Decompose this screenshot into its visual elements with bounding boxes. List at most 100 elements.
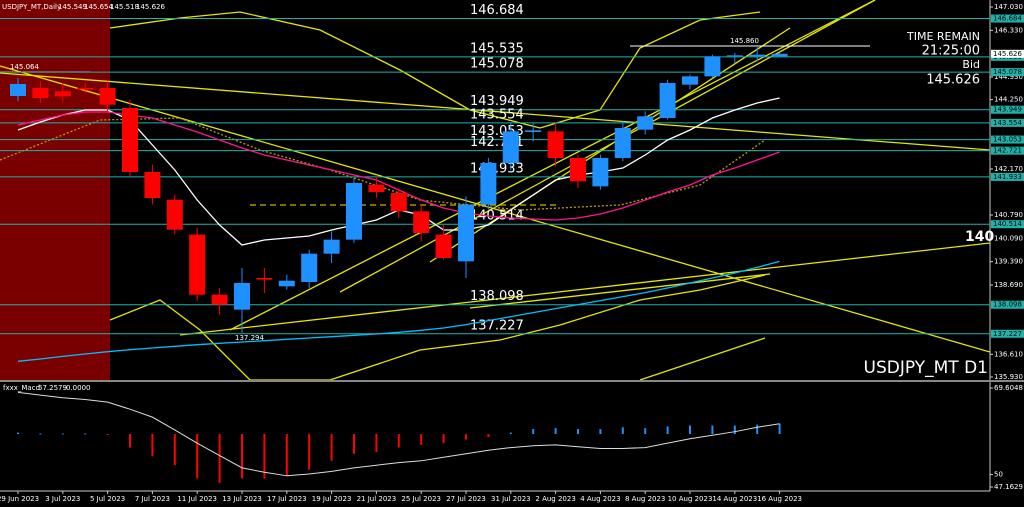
- y-tick-label: 136.610: [994, 350, 1023, 358]
- indicator-bar: [711, 425, 714, 434]
- indicator-bar: [666, 426, 669, 434]
- candle-body: [570, 158, 586, 182]
- candle-body: [659, 83, 676, 118]
- x-tick-label: 25 Jul 2023: [401, 495, 441, 503]
- x-tick-label: 3 Jul 2023: [45, 495, 80, 503]
- indicator-bar: [397, 434, 400, 448]
- recent-high-label: 145.860: [730, 37, 759, 45]
- ohlc-high: 145.654: [84, 3, 113, 11]
- candle-body: [32, 88, 49, 98]
- candle-body: [234, 283, 250, 310]
- level-tag: [991, 220, 1024, 229]
- level-tag: [991, 118, 1024, 127]
- indicator-bar: [263, 434, 266, 479]
- band-lower: [109, 274, 766, 380]
- candle-body: [54, 91, 71, 97]
- x-tick-label: 16 Aug 2023: [757, 495, 802, 503]
- level-label: 143.949: [470, 94, 524, 109]
- candle-body: [390, 193, 407, 212]
- y-tick-label: 140.090: [994, 234, 1023, 242]
- level-tag: [991, 146, 1024, 155]
- level-label: 145.078: [470, 57, 524, 72]
- x-tick-label: 27 Jul 2023: [446, 495, 486, 503]
- candle-body: [614, 128, 631, 158]
- candle-body: [682, 76, 698, 85]
- indicator-bar: [173, 434, 176, 466]
- candle-body: [749, 54, 766, 57]
- y-tick-label: 135.930: [994, 373, 1023, 381]
- x-tick-label: 19 Jul 2023: [312, 495, 352, 503]
- indicator-bar: [509, 432, 512, 434]
- candle-body: [637, 116, 654, 130]
- indicator-bar: [756, 424, 759, 434]
- x-tick-label: 7 Jul 2023: [135, 495, 170, 503]
- time-remain: 21:25:00: [922, 44, 980, 59]
- x-tick-label: 10 Aug 2023: [668, 495, 713, 503]
- y-tick-label: 138.690: [994, 281, 1023, 289]
- y-tick-label: 140.790: [994, 211, 1023, 219]
- indicator-signal: [17, 391, 780, 477]
- level-tag: [991, 14, 1024, 23]
- level-label: 141.933: [470, 161, 524, 176]
- candle-body: [256, 278, 273, 280]
- indicator-name: fxxx_Macd: [3, 384, 40, 392]
- trendline: [0, 72, 990, 151]
- x-tick-label: 17 Jul 2023: [267, 495, 307, 503]
- candle-body: [10, 84, 26, 96]
- candle-body: [278, 280, 295, 287]
- ohlc-close: 145.626: [136, 3, 165, 11]
- candle-body: [144, 172, 161, 198]
- time-remain-label: TIME REMAIN: [906, 30, 980, 43]
- y-tick-label: 47.1629: [994, 483, 1023, 491]
- y-tick-label: 50: [994, 470, 1003, 478]
- indicator-bar: [689, 425, 691, 434]
- candle-body: [77, 88, 94, 90]
- indicator-bar: [487, 434, 490, 437]
- candle-body: [166, 199, 183, 230]
- candle-body: [435, 234, 452, 258]
- x-tick-label: 4 Aug 2023: [580, 495, 620, 503]
- x-tick-label: 21 Jul 2023: [357, 495, 397, 503]
- indicator-bar: [308, 434, 311, 470]
- indicator-bar: [554, 428, 557, 434]
- indicator-bar: [196, 434, 199, 479]
- indicator-bar: [106, 434, 109, 435]
- indicator-bar: [621, 427, 624, 434]
- trendline: [639, 337, 766, 380]
- candle-body: [525, 130, 542, 132]
- indicator-bar: [151, 434, 154, 457]
- trendline: [429, 27, 791, 263]
- indicator-readout: 57.2579: [38, 384, 67, 392]
- candle-body: [99, 88, 116, 105]
- level-label: 146.684: [470, 3, 524, 18]
- level-tag-label: 146.684: [993, 15, 1022, 23]
- level-tag-label: 137.227: [993, 330, 1022, 338]
- high-mark-label: 145.064: [10, 63, 39, 71]
- candle-body: [368, 184, 385, 192]
- level-tag: [991, 135, 1024, 144]
- indicator-bar: [465, 434, 467, 440]
- watermark: USDJPY_MT D1: [864, 358, 988, 378]
- x-tick-label: 29 Jun 2023: [0, 495, 39, 503]
- y-tick-label: 144.930: [994, 73, 1023, 81]
- indicator-bar: [420, 434, 423, 445]
- indicator-bar: [61, 433, 64, 435]
- x-tick-label: 8 Aug 2023: [625, 495, 665, 503]
- bid-tag-label: 145.626: [993, 50, 1022, 58]
- moving-average: [17, 260, 780, 362]
- indicator-bar: [375, 434, 378, 452]
- x-tick-label: 13 Jul 2023: [222, 495, 262, 503]
- bid-tag: [991, 49, 1024, 58]
- indicator-bar: [218, 434, 221, 483]
- indicator-bar: [532, 429, 535, 434]
- candle-body: [323, 239, 340, 254]
- candle-body: [502, 131, 519, 163]
- trendline: [469, 273, 771, 309]
- y-tick-label: 147.030: [994, 3, 1023, 11]
- indicator-bar: [84, 433, 87, 435]
- low-mark-label: 137.294: [235, 334, 264, 342]
- level-tag-label: 143.949: [993, 106, 1022, 114]
- trendline: [179, 242, 990, 336]
- indicator-bar: [733, 425, 736, 434]
